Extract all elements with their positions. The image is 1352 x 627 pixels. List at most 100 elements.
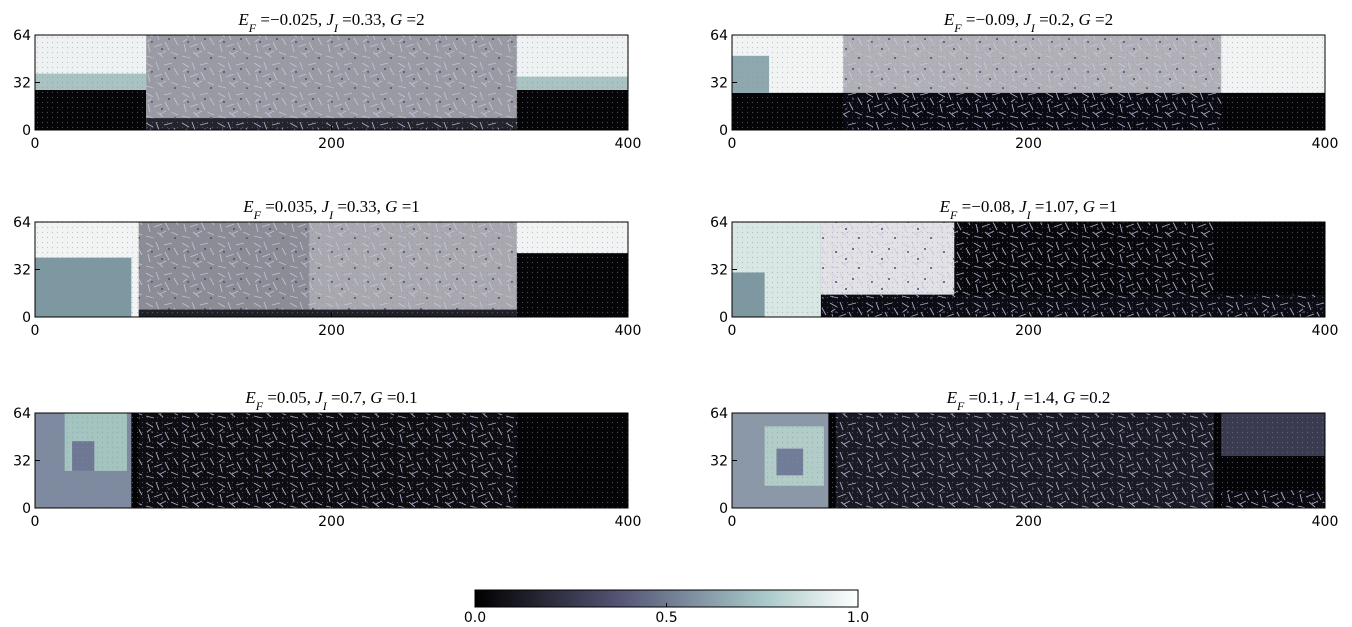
title-part: F (956, 399, 965, 413)
colorbar: 0.0 0.5 1.0 (464, 589, 869, 626)
x-tick-label: 200 (318, 136, 345, 152)
x-tick-label: 200 (1015, 514, 1042, 530)
panel: EF =−0.08, JI =1.07, G =1 0 200 400 0 32 64 (710, 197, 1338, 339)
title-part: I (328, 208, 334, 222)
y-tick-label: 0 (719, 310, 728, 326)
x-tick-label: 400 (615, 323, 642, 339)
y-tick-label: 32 (710, 76, 728, 92)
title-part: =1 (1095, 197, 1117, 216)
y-tick-label: 64 (710, 406, 728, 422)
panel-title: EF =−0.025, JI =0.33, G =2 (237, 10, 424, 35)
x-tick-label: 400 (615, 136, 642, 152)
vector-dots (35, 413, 628, 508)
title-part: J (1019, 197, 1028, 216)
y-tick-label: 64 (710, 28, 728, 44)
title-part: =0.2, (1035, 10, 1079, 29)
title-part: =2 (402, 10, 424, 29)
panel-title: EF =−0.09, JI =0.2, G =2 (943, 10, 1113, 35)
title-part: =−0.09, (962, 10, 1024, 29)
vector-dots (732, 413, 1325, 508)
y-tick-label: 64 (13, 28, 31, 44)
panel: EF =−0.09, JI =0.2, G =2 0 200 400 0 32 64 (710, 10, 1338, 152)
title-part: G (370, 388, 382, 407)
y-tick-label: 32 (710, 454, 728, 470)
title-part: G (1083, 197, 1095, 216)
title-part: I (322, 399, 328, 413)
title-part: E (244, 388, 256, 407)
title-part: F (255, 399, 264, 413)
colorbar-tick-label: 1.0 (847, 610, 869, 626)
x-tick-label: 400 (615, 514, 642, 530)
title-part: J (322, 197, 331, 216)
title-part: =1.07, (1031, 197, 1083, 216)
title-part: =0.33, (333, 197, 385, 216)
title-part: =0.1 (383, 388, 418, 407)
panel-title: EF =0.05, JI =0.7, G =0.1 (244, 388, 417, 413)
title-part: =0.2 (1075, 388, 1110, 407)
title-part: I (1014, 399, 1020, 413)
title-part: I (1030, 21, 1036, 35)
panel: EF =0.1, JI =1.4, G =0.2 0 200 400 0 32 64 (710, 388, 1338, 530)
panel-title: EF =−0.08, JI =1.07, G =1 (939, 197, 1118, 222)
y-tick-label: 64 (13, 406, 31, 422)
panel-title: EF =0.035, JI =0.33, G =1 (242, 197, 420, 222)
x-tick-label: 400 (1312, 323, 1339, 339)
title-part: =1 (397, 197, 419, 216)
title-part: J (315, 388, 324, 407)
vector-dots (732, 222, 1325, 317)
title-part: E (946, 388, 958, 407)
title-part: F (253, 208, 262, 222)
title-part: F (248, 21, 257, 35)
x-tick-label: 200 (1015, 136, 1042, 152)
title-part: =0.7, (327, 388, 371, 407)
vector-dots (732, 35, 1325, 130)
title-part: =−0.025, (256, 10, 326, 29)
x-tick-label: 0 (31, 514, 40, 530)
title-part: I (1026, 208, 1032, 222)
y-tick-label: 0 (719, 501, 728, 517)
x-tick-label: 0 (728, 323, 737, 339)
y-tick-label: 0 (22, 310, 31, 326)
y-tick-label: 32 (13, 76, 31, 92)
title-part: F (949, 208, 958, 222)
y-tick-label: 32 (13, 263, 31, 279)
title-part: =0.05, (263, 388, 315, 407)
title-part: J (1008, 388, 1017, 407)
title-part: =0.1, (964, 388, 1008, 407)
x-tick-label: 0 (31, 136, 40, 152)
x-tick-label: 400 (1312, 136, 1339, 152)
x-tick-label: 0 (728, 514, 737, 530)
title-part: G (385, 197, 397, 216)
title-part: =−0.08, (957, 197, 1019, 216)
title-part: G (390, 10, 402, 29)
x-tick-label: 200 (1015, 323, 1042, 339)
y-tick-label: 32 (710, 263, 728, 279)
title-part: E (237, 10, 249, 29)
x-tick-label: 0 (728, 136, 737, 152)
vector-dots (35, 222, 628, 317)
y-tick-label: 0 (22, 123, 31, 139)
panel: EF =−0.025, JI =0.33, G =2 0 200 400 0 32 64 (13, 10, 641, 152)
colorbar-tick-label: 0.5 (655, 610, 677, 626)
vector-dots (35, 35, 628, 130)
title-part: I (333, 21, 339, 35)
y-tick-label: 64 (710, 215, 728, 231)
y-tick-label: 0 (719, 123, 728, 139)
title-part: E (242, 197, 254, 216)
title-part: E (943, 10, 955, 29)
y-tick-label: 0 (22, 501, 31, 517)
panel: EF =0.035, JI =0.33, G =1 0 200 400 0 32 64 (13, 197, 641, 339)
y-tick-label: 32 (13, 454, 31, 470)
panel-title: EF =0.1, JI =1.4, G =0.2 (946, 388, 1111, 413)
panel: EF =0.05, JI =0.7, G =0.1 0 200 400 0 32 64 (13, 388, 641, 530)
title-part: G (1078, 10, 1090, 29)
title-part: G (1063, 388, 1075, 407)
title-part: F (953, 21, 962, 35)
colorbar-tick-label: 0.0 (464, 610, 486, 626)
x-tick-label: 0 (31, 323, 40, 339)
x-tick-label: 200 (318, 514, 345, 530)
title-part: J (326, 10, 335, 29)
x-tick-label: 200 (318, 323, 345, 339)
x-tick-label: 400 (1312, 514, 1339, 530)
